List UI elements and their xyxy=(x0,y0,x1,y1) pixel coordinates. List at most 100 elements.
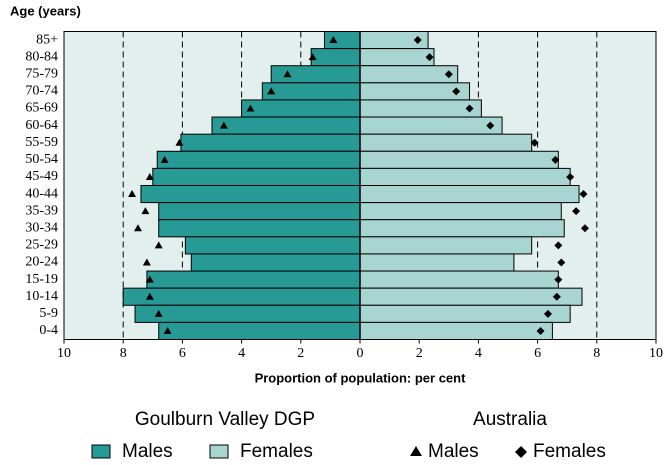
bar xyxy=(359,236,533,255)
bar xyxy=(359,167,571,186)
bar xyxy=(261,82,361,101)
bar xyxy=(359,48,435,67)
y-tick-label: 0-4 xyxy=(39,323,58,338)
bar xyxy=(158,219,361,238)
marker-triangle xyxy=(128,190,137,198)
y-tick-label: 15-19 xyxy=(25,272,58,287)
bar xyxy=(359,150,559,169)
y-tick-label: 25-29 xyxy=(25,238,58,253)
bar xyxy=(146,270,361,289)
bar xyxy=(323,31,361,50)
marker-triangle xyxy=(145,292,154,300)
marker-diamond xyxy=(486,121,495,130)
x-tick-label: 4 xyxy=(475,346,482,361)
y-tick-label: 55-59 xyxy=(25,135,58,150)
marker-diamond xyxy=(452,87,461,96)
x-tick-label: 0 xyxy=(357,346,364,361)
marker-diamond xyxy=(543,309,552,318)
x-tick-label: 6 xyxy=(179,346,186,361)
marker-diamond xyxy=(566,172,575,181)
bar xyxy=(241,99,361,118)
bar xyxy=(359,202,562,221)
marker-diamond xyxy=(554,241,563,250)
legend-swatch xyxy=(515,446,527,458)
y-tick-label: 5-9 xyxy=(39,306,58,321)
marker-triangle xyxy=(141,207,150,215)
x-tick-label: 10 xyxy=(649,346,663,361)
bar xyxy=(158,202,361,221)
legend-group-title: Australia xyxy=(473,409,547,430)
y-axis-title: Age (years) xyxy=(10,3,81,18)
y-tick-label: 35-39 xyxy=(25,203,58,218)
bar xyxy=(270,65,361,84)
marker-triangle xyxy=(283,70,292,78)
bar xyxy=(359,133,533,152)
marker-triangle xyxy=(134,224,142,232)
y-tick-label: 60-64 xyxy=(25,118,58,133)
bar xyxy=(190,253,361,272)
y-tick-label: 40-44 xyxy=(25,186,58,201)
x-tick-label: 2 xyxy=(416,346,423,361)
legend-label: Females xyxy=(533,441,606,462)
legend-swatch xyxy=(209,444,229,459)
marker-triangle xyxy=(329,36,338,44)
bar xyxy=(211,116,361,135)
marker-triangle xyxy=(145,172,154,180)
marker-diamond xyxy=(530,138,539,147)
marker-triangle xyxy=(163,326,172,334)
bar xyxy=(359,65,459,84)
legend-label: Females xyxy=(240,441,313,462)
x-tick-label: 8 xyxy=(120,346,127,361)
legend-group-title: Goulburn Valley DGP xyxy=(135,409,315,430)
bar xyxy=(359,253,515,272)
bar xyxy=(359,321,553,340)
marker-triangle xyxy=(175,138,184,146)
bar xyxy=(152,167,361,186)
marker-triangle xyxy=(308,53,317,61)
marker-diamond xyxy=(444,70,453,79)
marker-diamond xyxy=(580,224,589,233)
x-tick-label: 6 xyxy=(534,346,541,361)
y-tick-label: 10-14 xyxy=(25,289,58,304)
marker-triangle xyxy=(219,121,228,129)
marker-diamond xyxy=(551,155,560,164)
bar xyxy=(180,133,361,152)
bar xyxy=(359,219,565,238)
bar xyxy=(359,99,482,118)
bar xyxy=(156,150,361,169)
y-tick-label: 75-79 xyxy=(25,66,58,81)
marker-diamond xyxy=(465,104,474,113)
bar xyxy=(122,287,361,306)
marker-diamond xyxy=(552,292,561,301)
x-tick-label: 4 xyxy=(238,346,245,361)
marker-triangle xyxy=(154,241,163,249)
bar xyxy=(158,321,361,340)
marker-triangle xyxy=(160,155,169,163)
bar xyxy=(359,116,503,135)
legend-label: Males xyxy=(122,441,173,462)
bar xyxy=(359,287,583,306)
marker-triangle xyxy=(154,309,163,317)
y-tick-label: 45-49 xyxy=(25,169,58,184)
marker-diamond xyxy=(579,190,588,199)
bar xyxy=(310,48,361,67)
marker-diamond xyxy=(572,207,581,216)
bar xyxy=(359,185,580,204)
marker-triangle xyxy=(267,87,276,95)
marker-triangle xyxy=(246,104,255,112)
y-tick-label: 50-54 xyxy=(25,152,58,167)
x-tick-label: 8 xyxy=(593,346,600,361)
y-tick-label: 80-84 xyxy=(25,49,58,64)
x-tick-label: 10 xyxy=(57,346,71,361)
legend-label: Males xyxy=(428,441,479,462)
marker-diamond xyxy=(536,326,545,335)
marker-diamond xyxy=(557,258,566,267)
marker-triangle xyxy=(142,258,151,266)
bar xyxy=(140,185,361,204)
y-tick-label: 20-24 xyxy=(25,255,58,270)
x-tick-label: 2 xyxy=(297,346,304,361)
bar xyxy=(134,304,361,323)
bar xyxy=(184,236,361,255)
legend-swatch xyxy=(410,446,422,456)
